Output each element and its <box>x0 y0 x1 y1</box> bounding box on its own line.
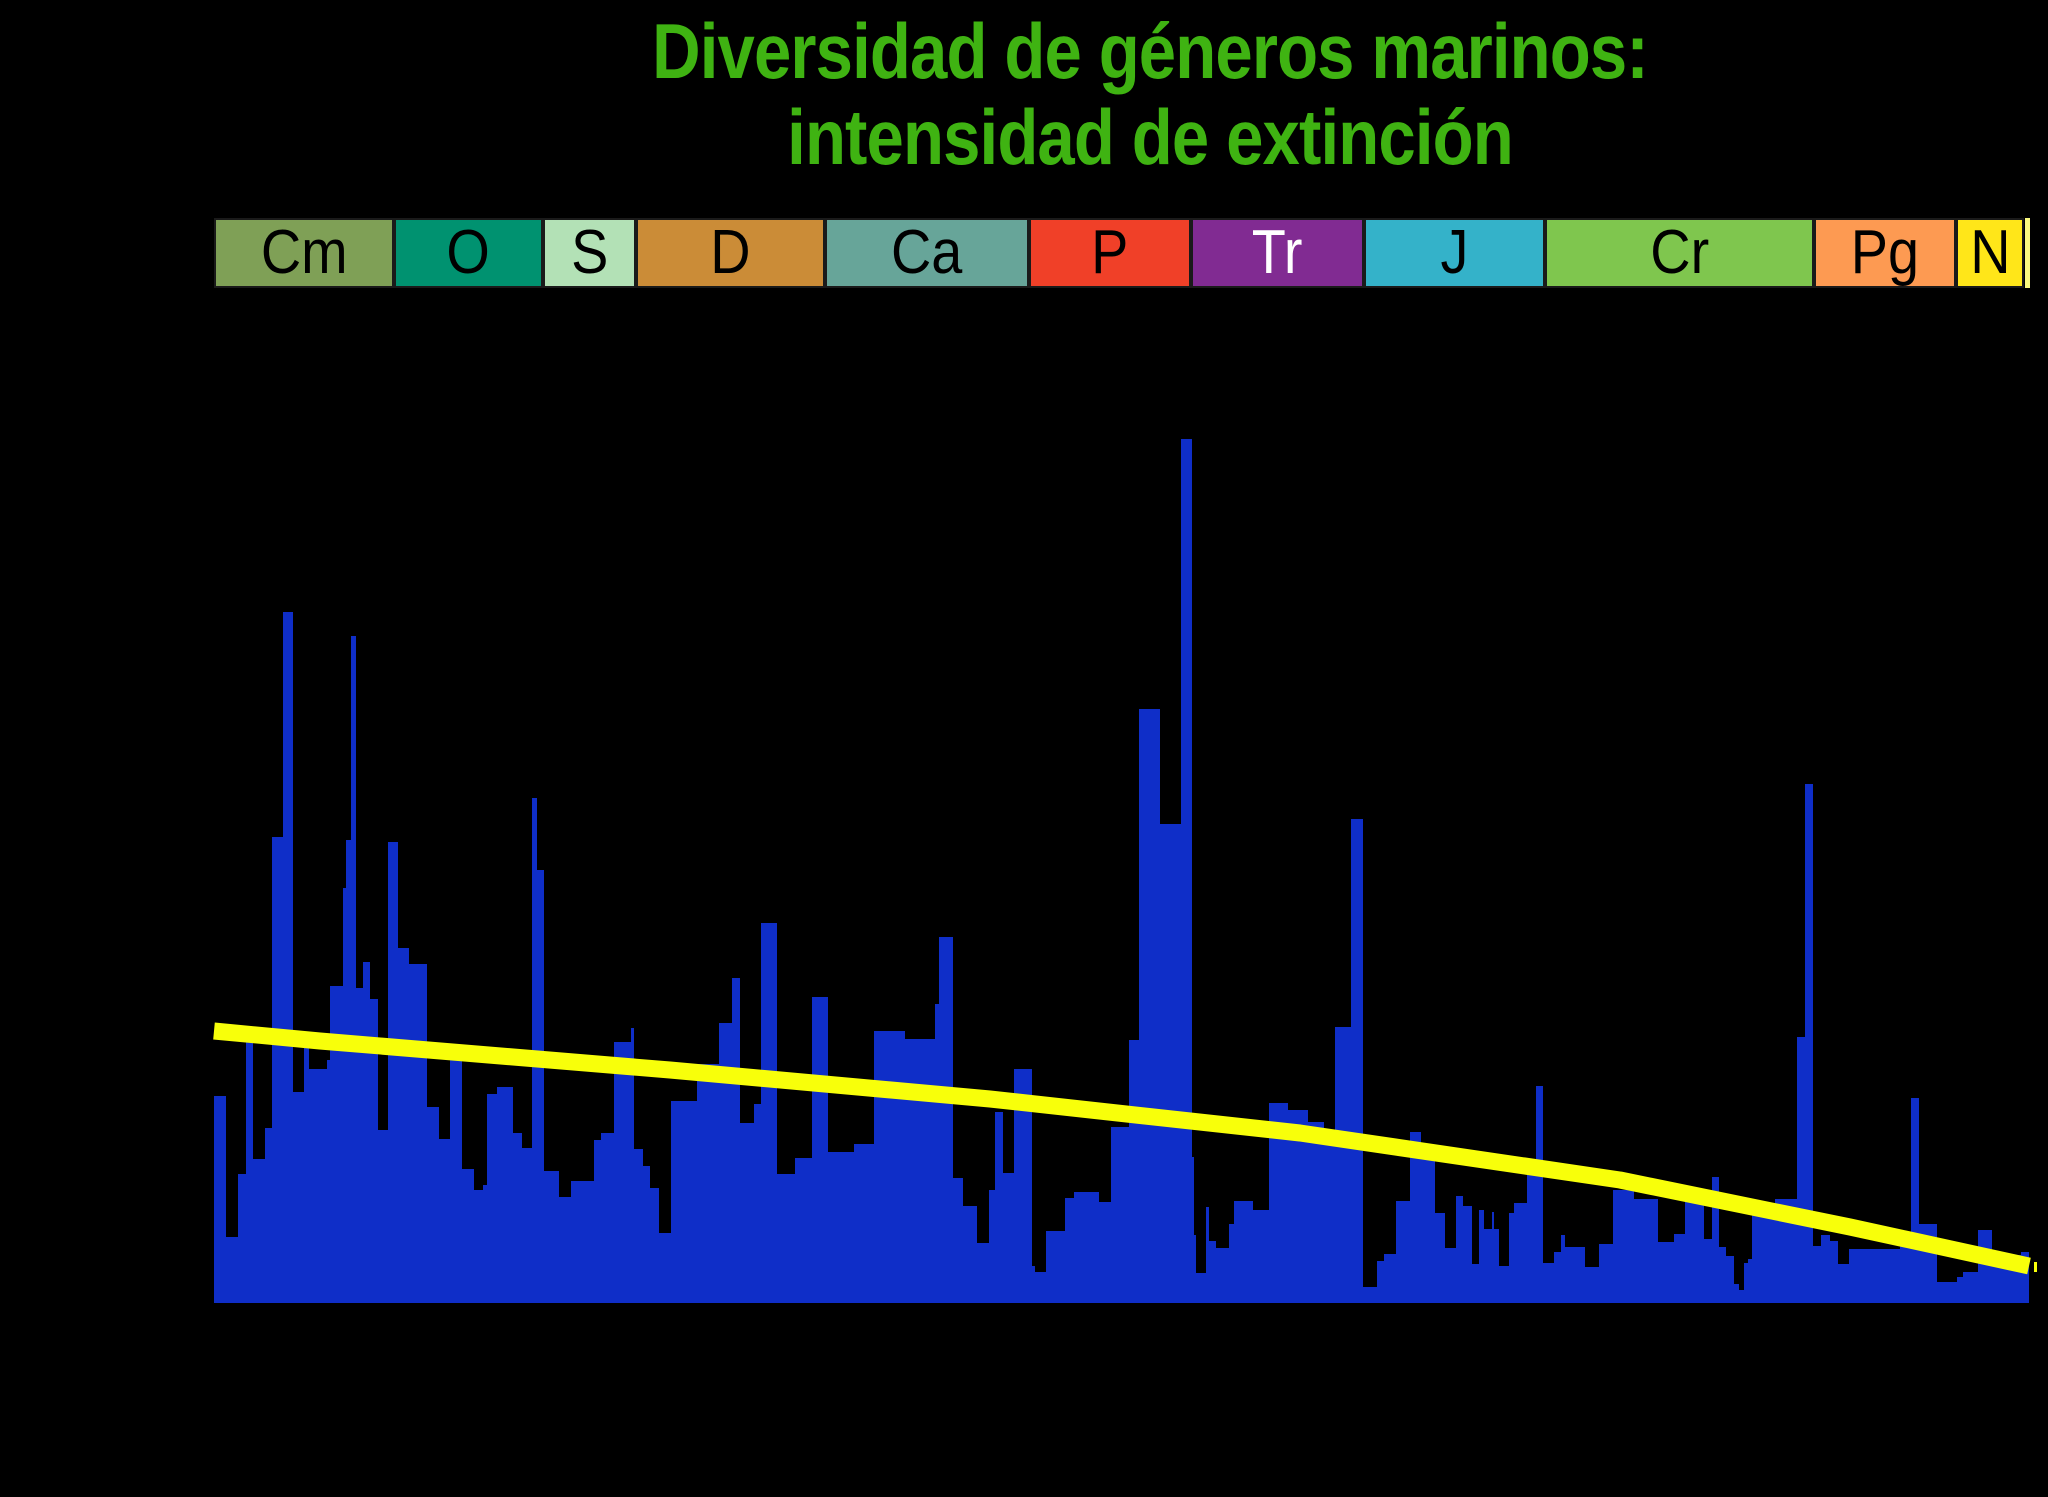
period-label: Cr <box>1650 218 1709 287</box>
period-label: Pg <box>1850 218 1920 287</box>
geologic-period-bar: Cm O S D Ca P Tr J Cr Pg N <box>0 0 2048 300</box>
period-label: Ca <box>891 218 963 287</box>
period-label: P <box>1091 218 1129 287</box>
period-q <box>2025 218 2030 288</box>
period-label: D <box>710 218 751 287</box>
period-ca: Ca <box>825 218 1029 288</box>
period-tr: Tr <box>1191 218 1364 288</box>
period-label: N <box>1969 218 2011 287</box>
period-o: O <box>394 218 543 288</box>
period-label: S <box>570 218 609 287</box>
period-label: Tr <box>1252 218 1303 287</box>
extinction-histogram-bars <box>214 439 2029 1303</box>
period-j: J <box>1364 218 1545 288</box>
chart-title-line-2: intensidad de extinción <box>787 93 1514 181</box>
trend-line <box>213 1022 2031 1275</box>
period-cr: Cr <box>1545 218 1814 288</box>
period-n: N <box>1956 218 2024 288</box>
chart-title-line-1: Diversidad de géneros marinos: <box>652 7 1648 95</box>
period-p: P <box>1029 218 1191 288</box>
period-cm: Cm <box>214 218 394 288</box>
period-label: Cm <box>260 218 348 287</box>
period-label: O <box>446 218 491 287</box>
trend-line-end-mark <box>2034 1262 2037 1272</box>
period-label: J <box>1440 218 1469 287</box>
chart-title: Diversidad de géneros marinos: intensida… <box>557 8 1744 180</box>
period-d: D <box>636 218 825 288</box>
period-s: S <box>543 218 636 288</box>
period-pg: Pg <box>1814 218 1956 288</box>
